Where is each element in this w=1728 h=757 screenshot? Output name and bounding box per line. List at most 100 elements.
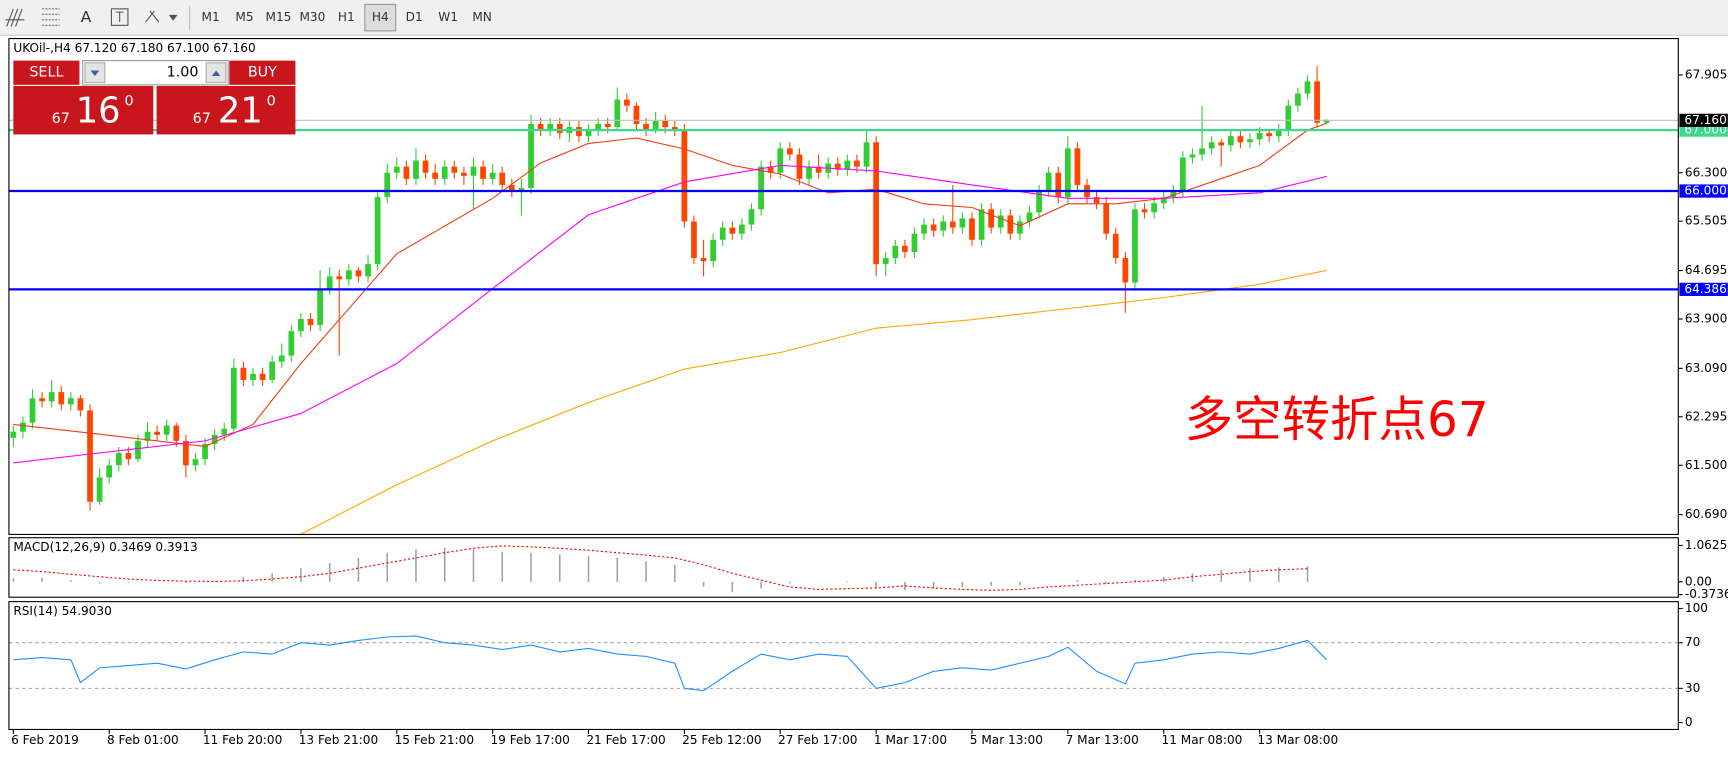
candle-body [135, 440, 141, 460]
candle-body [691, 221, 697, 259]
y-tick-label: 30 [1685, 681, 1700, 695]
candle-body [1112, 233, 1119, 259]
text-tool[interactable]: A [81, 8, 92, 26]
candle-body [48, 392, 55, 402]
histogram-bar [702, 581, 705, 587]
candle-body [144, 431, 151, 441]
sell-price-box[interactable] [13, 85, 154, 135]
histogram-bar [731, 581, 734, 593]
histogram-bar [587, 556, 590, 582]
level-price-label: 66.000 [1684, 184, 1726, 198]
icon-label[interactable] [110, 8, 129, 26]
candle-body [10, 431, 17, 438]
candle-body [671, 127, 678, 131]
candle-body [154, 431, 161, 435]
candle-body [192, 459, 199, 466]
histogram-bar [990, 581, 992, 586]
x-tick-label: 13 Feb 21:00 [299, 733, 378, 747]
histogram-bar [12, 578, 15, 582]
timeframe-button[interactable]: H1 [338, 10, 355, 24]
pane-border [8, 601, 1679, 731]
candle-body [87, 410, 93, 502]
y-tick-label: 63.090 [1685, 361, 1727, 375]
candle-body [643, 124, 649, 131]
candle-body [1074, 148, 1081, 185]
buy-label[interactable]: BUY [248, 65, 277, 81]
candle-body [710, 239, 717, 262]
candle-body [221, 428, 228, 435]
candle-body [278, 355, 285, 362]
histogram-bar [472, 549, 475, 582]
timeframe-button[interactable]: H4 [372, 10, 389, 24]
candle-body [786, 148, 793, 155]
candle-body [211, 434, 218, 444]
level-price-label: 64.386 [1684, 282, 1726, 296]
histogram-bar [1019, 581, 1021, 586]
histogram-bar [904, 581, 906, 591]
sell-label[interactable]: SELL [29, 65, 63, 81]
histogram-bar [501, 551, 504, 582]
timeframe-button[interactable]: M15 [266, 10, 292, 24]
timeframe-button[interactable]: D1 [406, 10, 423, 24]
sell-frac: 0 [124, 93, 133, 109]
candle-body [892, 245, 899, 259]
y-tick-label: 66.300 [1685, 165, 1727, 179]
icon-fibo[interactable] [41, 8, 60, 26]
candle-body [1122, 258, 1129, 283]
timeframe-button[interactable]: M5 [235, 10, 253, 24]
x-tick-label: 11 Feb 20:00 [203, 733, 282, 747]
icon-arrows[interactable] [145, 10, 178, 23]
candle-body [202, 443, 208, 460]
x-tick-label: 15 Feb 21:00 [395, 733, 474, 747]
candle-body [29, 398, 36, 423]
y-tick-label: 70 [1685, 635, 1700, 649]
candle-body [470, 166, 477, 176]
lot-value[interactable]: 1.00 [167, 65, 199, 81]
buy-pips: 21 [218, 90, 263, 131]
candle-body [1045, 172, 1052, 192]
bid-price-label: 67.160 [1684, 113, 1726, 127]
candle-body [508, 184, 515, 192]
icon-lines[interactable] [5, 8, 25, 27]
y-tick-label: 61.500 [1685, 458, 1727, 472]
pane [12, 545, 1309, 593]
x-tick-label: 13 Mar 08:00 [1257, 733, 1338, 747]
x-tick-label: 21 Feb 17:00 [586, 733, 665, 747]
x-tick-label: 19 Feb 17:00 [490, 733, 569, 747]
candle-body [1218, 142, 1225, 146]
lot-input[interactable] [82, 60, 229, 86]
candle-body [1055, 172, 1062, 198]
candle-body [959, 218, 966, 228]
histogram-bar [846, 581, 849, 582]
icon-label-t[interactable] [115, 11, 124, 23]
candle-body [96, 477, 103, 502]
candle-body [432, 172, 439, 179]
histogram-bar [185, 581, 187, 583]
buy-price-box[interactable] [156, 85, 296, 135]
timeframe-button[interactable]: MN [472, 10, 492, 24]
histogram-bar [789, 581, 791, 584]
timeframe-button[interactable]: M1 [201, 10, 219, 24]
y-tick-label: 67.905 [1685, 67, 1727, 81]
candle-body [758, 166, 764, 210]
candle-body [298, 319, 304, 332]
candle-body [1275, 130, 1282, 137]
timeframe-button[interactable]: W1 [438, 10, 458, 24]
histogram-bar [328, 562, 331, 582]
x-tick-label: 27 Feb 17:00 [778, 733, 857, 747]
level-price-box [1679, 184, 1728, 198]
candle-body [719, 227, 726, 240]
timeframe-button[interactable]: M30 [299, 10, 325, 24]
buy-button[interactable] [229, 60, 296, 85]
sell-button[interactable] [13, 60, 80, 85]
signal-line [13, 545, 1308, 591]
histogram-bar [213, 581, 216, 582]
candle-body [461, 172, 467, 176]
candle-body [489, 172, 496, 179]
candle-body [1227, 136, 1234, 146]
sell-pips: 16 [76, 90, 121, 131]
candle-body [844, 160, 851, 170]
buy-big: 67 [193, 111, 211, 127]
candle-body [1295, 93, 1301, 106]
candle-body [988, 209, 995, 228]
